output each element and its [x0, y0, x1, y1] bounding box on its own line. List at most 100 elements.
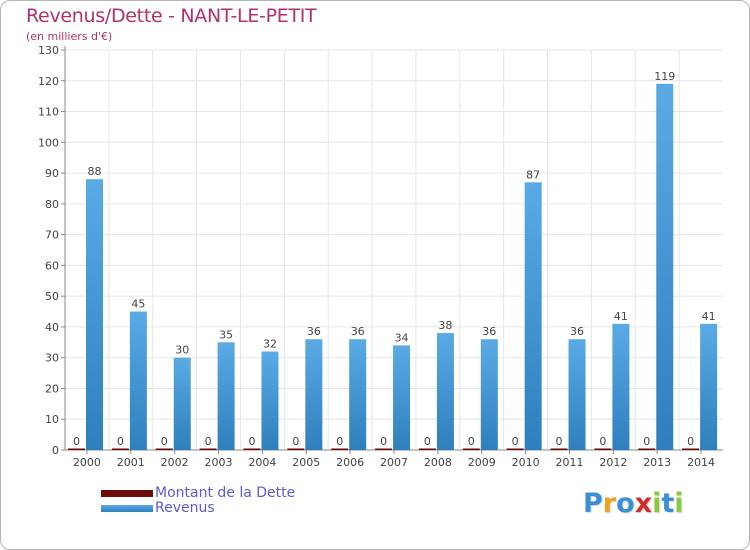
- bar-revenus-2013: [656, 83, 674, 450]
- logo-letter: r: [602, 488, 617, 519]
- data-label-revenus-2005: 36: [307, 325, 321, 338]
- data-label-revenus-2008: 38: [438, 319, 452, 332]
- y-tick-label: 40: [45, 321, 59, 334]
- x-tick-label: 2013: [643, 456, 671, 469]
- bar-dette-2004: [243, 448, 261, 450]
- data-label-dette-2001: 0: [117, 435, 124, 448]
- y-tick-label: 20: [45, 382, 59, 395]
- data-label-dette-2005: 0: [292, 435, 299, 448]
- bar-revenus-2012: [612, 323, 630, 450]
- bar-revenus-2009: [480, 339, 498, 450]
- data-label-dette-2007: 0: [380, 435, 387, 448]
- bar-revenus-2003: [217, 342, 235, 450]
- bar-revenus-2005: [305, 339, 323, 450]
- data-label-revenus-2010: 87: [526, 168, 540, 181]
- logo-letter: o: [616, 488, 635, 519]
- x-tick-label: 2014: [687, 456, 715, 469]
- logo-letter: t: [661, 488, 675, 519]
- legend-item-revenus: Revenus: [101, 501, 295, 516]
- bar-dette-2011: [550, 448, 568, 450]
- x-tick-label: 2009: [468, 456, 496, 469]
- bar-dette-2005: [287, 448, 305, 450]
- legend-swatch-revenus: [101, 505, 153, 512]
- data-label-revenus-2011: 36: [570, 325, 584, 338]
- bar-revenus-2002: [173, 357, 191, 450]
- bar-dette-2012: [594, 448, 612, 450]
- bar-dette-2008: [418, 448, 436, 450]
- y-tick-label: 0: [52, 444, 59, 457]
- bar-revenus-2001: [129, 311, 147, 450]
- y-tick-label: 100: [38, 136, 59, 149]
- data-label-revenus-2007: 34: [395, 331, 409, 344]
- x-tick-label: 2006: [336, 456, 364, 469]
- y-tick-label: 30: [45, 352, 59, 365]
- data-label-dette-2009: 0: [468, 435, 475, 448]
- y-tick-label: 60: [45, 259, 59, 272]
- data-label-revenus-2002: 30: [175, 344, 189, 357]
- data-label-revenus-2013: 119: [654, 70, 675, 83]
- x-tick-label: 2012: [599, 456, 627, 469]
- chart-subtitle: (en milliers d'€): [26, 30, 113, 43]
- x-tick-label: 2004: [248, 456, 276, 469]
- x-tick-label: 2005: [292, 456, 320, 469]
- data-label-revenus-2004: 32: [263, 338, 277, 351]
- x-tick-label: 2003: [205, 456, 233, 469]
- x-tick-label: 2007: [380, 456, 408, 469]
- data-label-dette-2011: 0: [556, 435, 563, 448]
- chart-title: Revenus/Dette - NANT-LE-PETIT: [26, 5, 317, 27]
- data-label-revenus-2001: 45: [131, 298, 145, 311]
- data-label-dette-2012: 0: [599, 435, 606, 448]
- data-labels: 0 88 0 45 0 30 0 35 0 32 0 36 0 36 0 34 0 38 0 36 0 87 0 36 0 41 0…: [73, 70, 716, 448]
- bar-dette-2000: [68, 448, 85, 450]
- data-label-dette-2014: 0: [687, 435, 694, 448]
- y-tick-label: 70: [45, 229, 59, 242]
- bar-revenus-2004: [261, 351, 279, 450]
- data-label-dette-2000: 0: [73, 435, 80, 448]
- logo-letter: P: [583, 488, 603, 519]
- bar-dette-2006: [331, 448, 349, 450]
- data-label-revenus-2014: 41: [702, 310, 716, 323]
- x-tick-label: 2010: [512, 456, 540, 469]
- data-label-revenus-2009: 36: [482, 325, 496, 338]
- bar-revenus-2008: [436, 333, 454, 450]
- data-label-dette-2013: 0: [643, 435, 650, 448]
- legend: Montant de la Dette Revenus: [101, 486, 295, 516]
- y-tick-label: 130: [38, 44, 59, 57]
- bar-dette-2010: [506, 448, 524, 450]
- x-tick-label: 2001: [117, 456, 145, 469]
- y-tick-label: 80: [45, 198, 59, 211]
- bar-revenus-2000: [86, 179, 103, 450]
- x-tick-label: 2000: [73, 456, 101, 469]
- y-tick-label: 110: [38, 106, 59, 119]
- x-tick-label: 2002: [161, 456, 189, 469]
- legend-swatch-dette: [101, 490, 153, 497]
- bar-dette-2003: [199, 448, 217, 450]
- data-label-dette-2010: 0: [512, 435, 519, 448]
- bar-revenus-2011: [568, 339, 586, 450]
- logo-letter: x: [634, 488, 653, 519]
- data-label-revenus-2000: 88: [88, 165, 102, 178]
- y-tick-label: 10: [45, 413, 59, 426]
- data-label-dette-2003: 0: [205, 435, 212, 448]
- bar-revenus-2006: [349, 339, 367, 450]
- y-tick-label: 50: [45, 290, 59, 303]
- data-label-dette-2006: 0: [336, 435, 343, 448]
- x-tick-label: 2011: [555, 456, 583, 469]
- data-label-revenus-2003: 35: [219, 328, 233, 341]
- bar-dette-2007: [375, 448, 393, 450]
- data-label-revenus-2012: 41: [614, 310, 628, 323]
- y-tick-label: 90: [45, 167, 59, 180]
- legend-item-dette: Montant de la Dette: [101, 486, 295, 501]
- bar-revenus-2007: [393, 345, 411, 450]
- bar-dette-2009: [462, 448, 480, 450]
- data-label-dette-2002: 0: [161, 435, 168, 448]
- y-tick-label: 120: [38, 75, 59, 88]
- logo-letter: i: [652, 488, 662, 519]
- data-label-dette-2004: 0: [248, 435, 255, 448]
- x-tick-label: 2008: [424, 456, 452, 469]
- tick-labels: 0 10 20 30 40 50 60 70 80 90 100 110 120 130 2000 2001 2…: [38, 44, 715, 469]
- proxiti-logo: Proxiti: [583, 488, 684, 519]
- data-label-revenus-2006: 36: [351, 325, 365, 338]
